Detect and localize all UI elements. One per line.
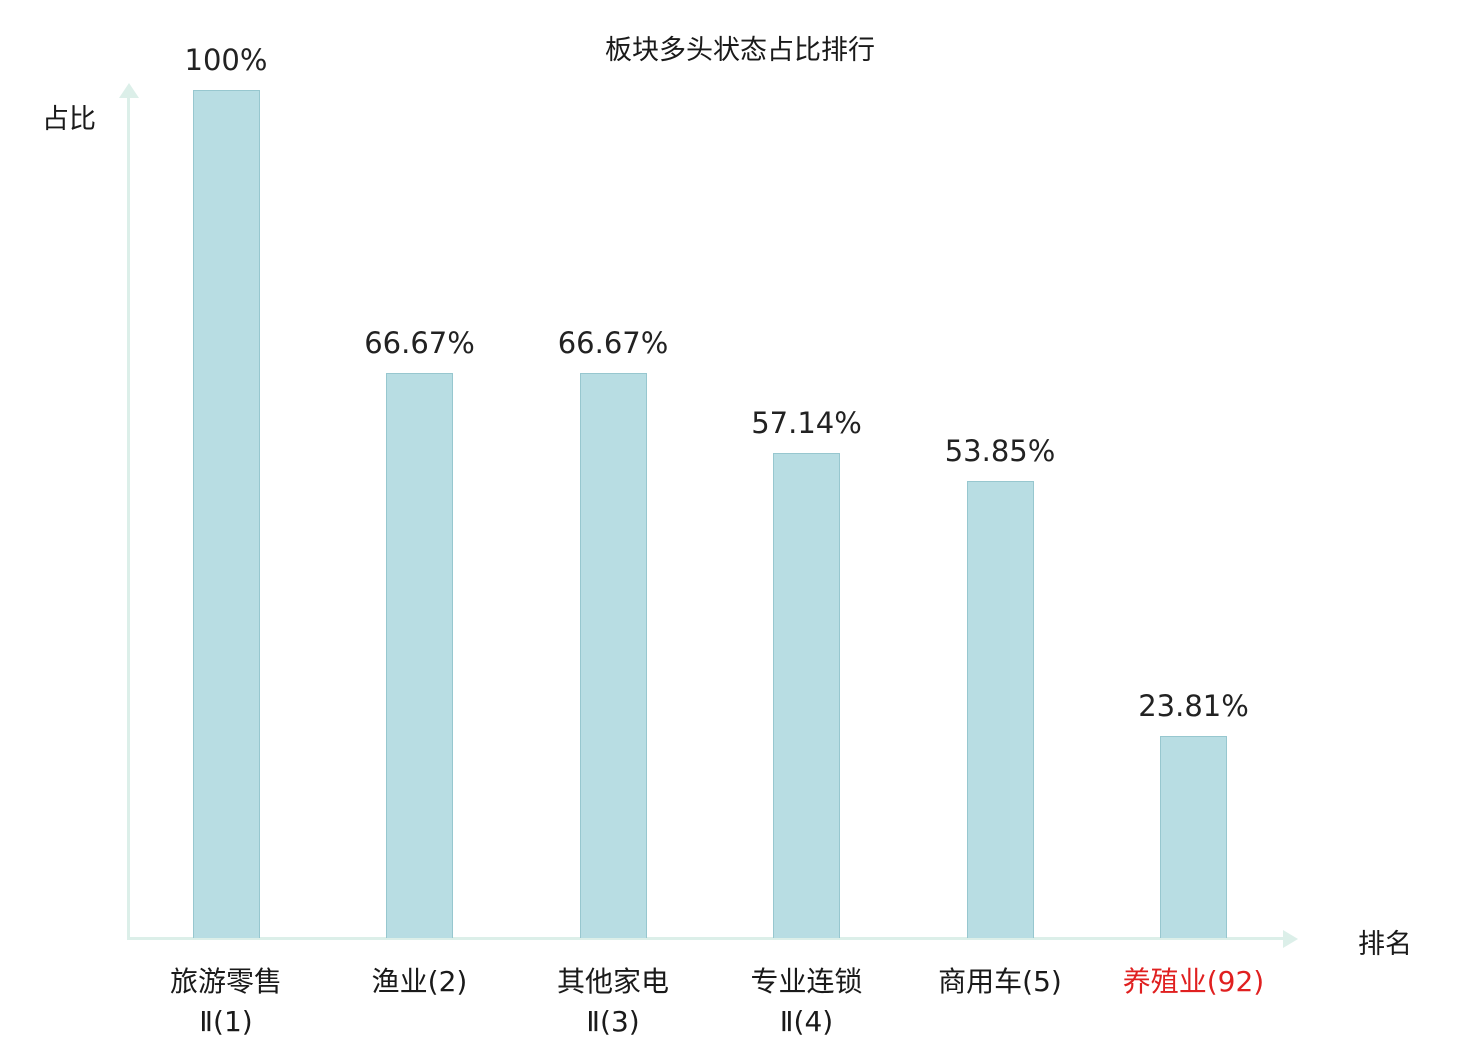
category-label-2: 渔业(2) [260,962,580,1002]
bar-3 [579,372,647,938]
y-axis-arrow-icon [119,83,139,98]
x-axis-label: 排名 [1358,929,1412,960]
category-label-1: 旅游零售 Ⅱ(1) [66,962,386,1042]
category-label-line: Ⅱ(3) [586,1005,640,1038]
value-label-6: 23.81% [1138,689,1249,724]
chart-title: 板块多头状态占比排行 [605,35,875,66]
x-axis-line [127,937,1285,940]
category-label-line: 商用车(5) [938,965,1062,998]
category-label-line: 专业连锁 [750,965,863,998]
bar-5 [966,481,1034,938]
category-label-6: 养殖业(92) [1034,962,1354,1002]
category-label-line: 旅游零售 [169,965,282,998]
value-label-2: 66.67% [364,325,475,360]
category-label-line: 其他家电 [556,965,669,998]
category-label-4: 专业连锁 Ⅱ(4) [647,962,967,1042]
category-label-line: 养殖业(92) [1122,965,1265,998]
y-axis-line [127,96,130,940]
value-label-1: 100% [184,43,268,77]
bar-1 [192,90,260,938]
y-axis-label: 占比 [42,104,96,135]
value-label-5: 53.85% [944,434,1056,469]
category-label-5: 商用车(5) [840,962,1160,1002]
category-label-3: 其他家电 Ⅱ(3) [453,962,773,1042]
category-label-line: Ⅱ(4) [779,1005,834,1038]
value-label-4: 57.14% [751,406,862,441]
value-label-3: 66.67% [557,325,669,360]
category-label-line: 渔业(2) [371,965,468,998]
category-label-line: Ⅱ(1) [199,1005,253,1038]
bar-4 [773,453,840,938]
x-axis-arrow-icon [1283,930,1298,948]
bar-2 [386,372,453,938]
bar-6 [1160,736,1227,938]
